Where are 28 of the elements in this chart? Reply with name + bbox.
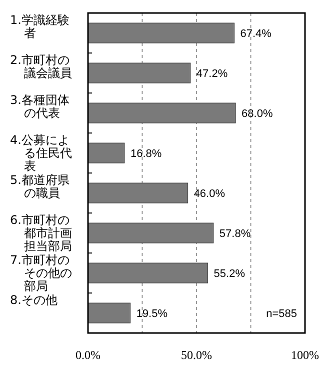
y-tick-label: 2.市町村の議会議員 — [10, 53, 72, 80]
bar — [88, 102, 236, 124]
data-label: 16.8% — [130, 148, 162, 160]
y-tick-label: 4.公募による住民代表 — [10, 133, 72, 173]
y-tick-label: 1.学識経験者 — [10, 13, 70, 40]
bar — [88, 262, 208, 284]
x-tick-label: 100% — [291, 348, 319, 362]
y-tick-label: 3.各種団体の代表 — [10, 93, 70, 120]
data-label: 46.0% — [194, 188, 226, 200]
bar — [88, 222, 214, 244]
x-tick-label: 50.0% — [181, 348, 212, 362]
data-label: 67.4% — [240, 28, 272, 40]
data-label: 55.2% — [214, 268, 246, 280]
y-tick-label: 5.都道府県の職員 — [10, 173, 70, 200]
y-tick-label: 6.市町村の都市計画担当部局 — [10, 213, 72, 253]
y-tick-label: 7.市町村のその他の部局 — [10, 253, 72, 293]
data-label: 68.0% — [242, 108, 273, 120]
bar — [88, 142, 125, 164]
data-label: 19.5% — [136, 308, 168, 320]
bar — [88, 22, 235, 44]
bar — [88, 182, 188, 204]
data-label: 57.8% — [219, 228, 251, 240]
bar — [88, 302, 131, 324]
x-tick-label: 0.0% — [76, 348, 100, 362]
annotation: n=585 — [266, 308, 297, 320]
y-tick-label: 8.その他 — [10, 293, 58, 307]
bar — [88, 62, 191, 84]
data-label: 47.2% — [196, 68, 228, 80]
